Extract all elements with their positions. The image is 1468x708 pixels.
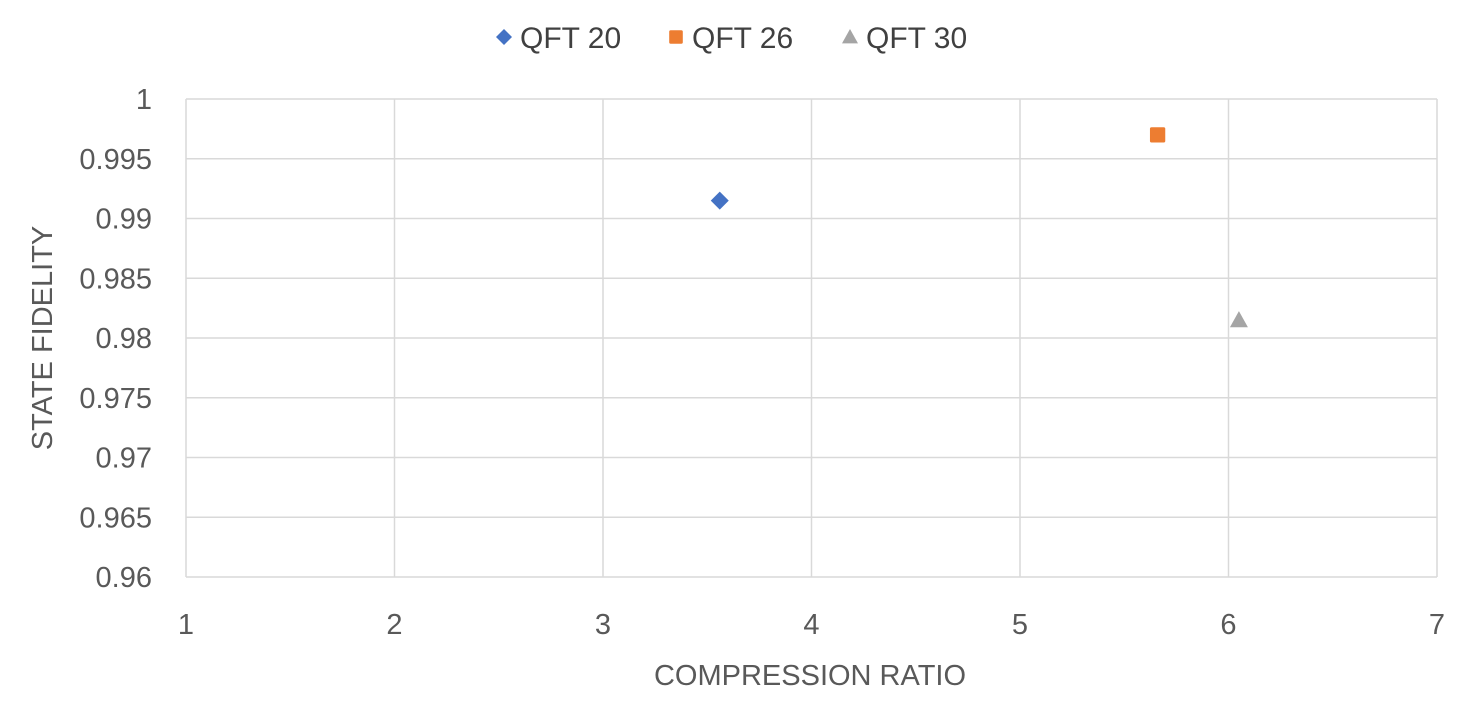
x-axis-ticks: 1 2 3 4 5 6 7 — [178, 609, 1445, 641]
x-tick-label: 3 — [595, 609, 611, 641]
y-tick-label: 1 — [136, 84, 152, 116]
y-tick-label: 0.965 — [79, 502, 152, 534]
data-point-square — [1149, 127, 1166, 143]
x-axis-title: COMPRESSION RATIO — [654, 660, 966, 692]
legend-marker-square — [669, 30, 683, 44]
x-tick-label: 2 — [386, 609, 402, 641]
legend-item: QFT 20 — [496, 22, 621, 55]
legend-item: QFT 26 — [669, 22, 793, 55]
data-points — [710, 127, 1248, 328]
x-tick-label: 1 — [178, 609, 194, 641]
x-tick-label: 4 — [803, 609, 819, 641]
legend-label: QFT 26 — [692, 22, 793, 55]
y-tick-label: 0.99 — [96, 204, 152, 236]
y-tick-label: 0.975 — [79, 383, 152, 415]
legend: QFT 20 QFT 26 QFT 30 — [496, 22, 967, 55]
y-tick-label: 0.96 — [96, 562, 152, 594]
y-axis-title: STATE FIDELITY — [27, 226, 59, 451]
grid — [185, 98, 1438, 578]
y-tick-label: 0.97 — [96, 443, 152, 475]
legend-item: QFT 30 — [842, 22, 967, 55]
y-tick-label: 0.985 — [79, 263, 152, 295]
data-point-triangle — [1229, 311, 1248, 328]
legend-label: QFT 20 — [520, 22, 621, 55]
legend-marker-triangle — [842, 29, 858, 44]
y-tick-label: 0.98 — [96, 323, 152, 355]
y-axis-ticks: 0.96 0.965 0.97 0.975 0.98 0.985 0.99 0.995 1 — [79, 84, 152, 594]
x-tick-label: 7 — [1429, 609, 1445, 641]
y-tick-label: 0.995 — [79, 144, 152, 176]
legend-label: QFT 30 — [866, 22, 967, 55]
data-point-diamond — [710, 191, 729, 210]
legend-marker-diamond — [496, 29, 512, 45]
x-tick-label: 6 — [1220, 609, 1236, 641]
x-tick-label: 5 — [1012, 609, 1028, 641]
